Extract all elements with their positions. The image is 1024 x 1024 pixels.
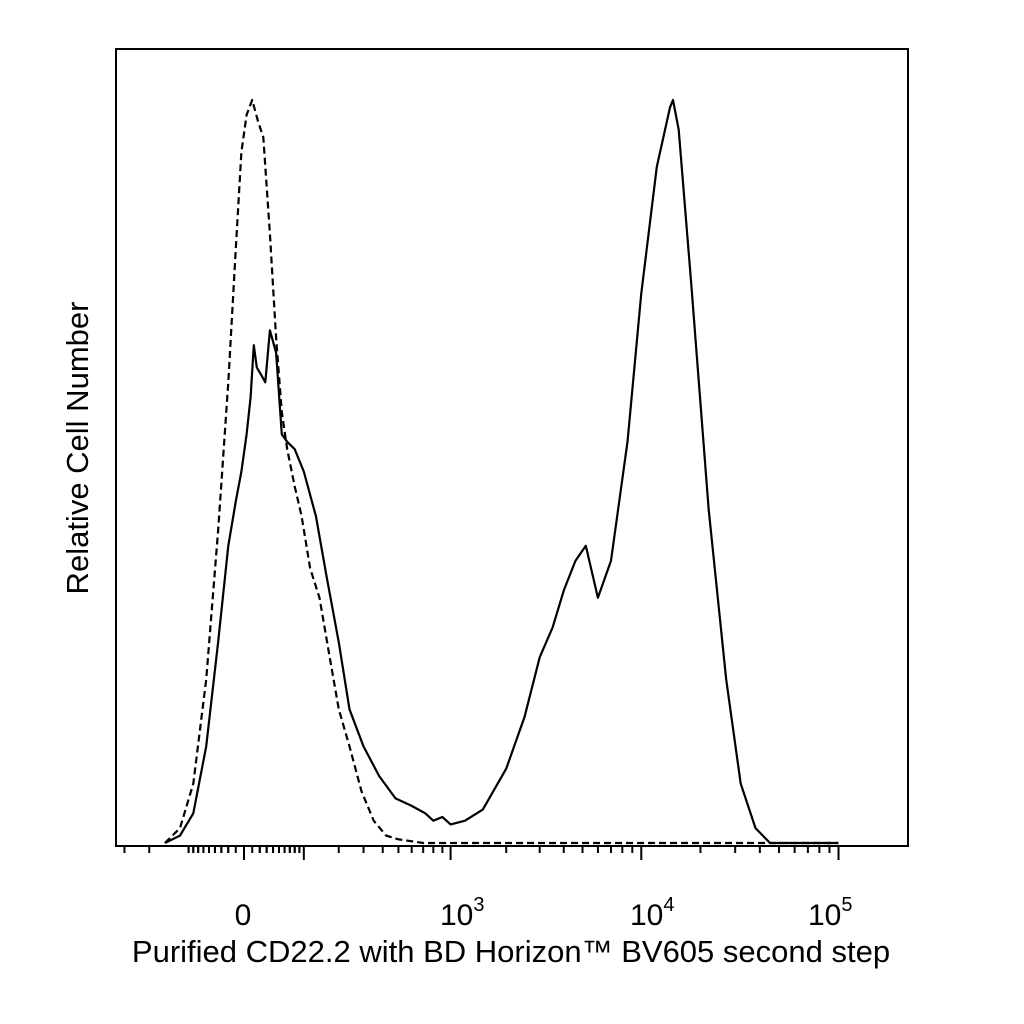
y-axis-title: Relative Cell Number: [60, 302, 95, 595]
x-tick-label-1e4: 104: [630, 894, 675, 932]
histogram-dashed-line: [164, 98, 839, 845]
x-tick-label-1e3: 103: [440, 894, 485, 932]
plot-frame: [115, 48, 909, 847]
histogram-solid-line: [164, 98, 839, 845]
x-axis-ticks: [123, 846, 840, 860]
x-axis-title: Purified CD22.2 with BD Horizon™ BV605 s…: [132, 934, 890, 969]
x-tick-label-zero: 0: [235, 899, 252, 932]
x-tick-label-1e5: 105: [808, 894, 853, 932]
curves: [164, 98, 839, 845]
